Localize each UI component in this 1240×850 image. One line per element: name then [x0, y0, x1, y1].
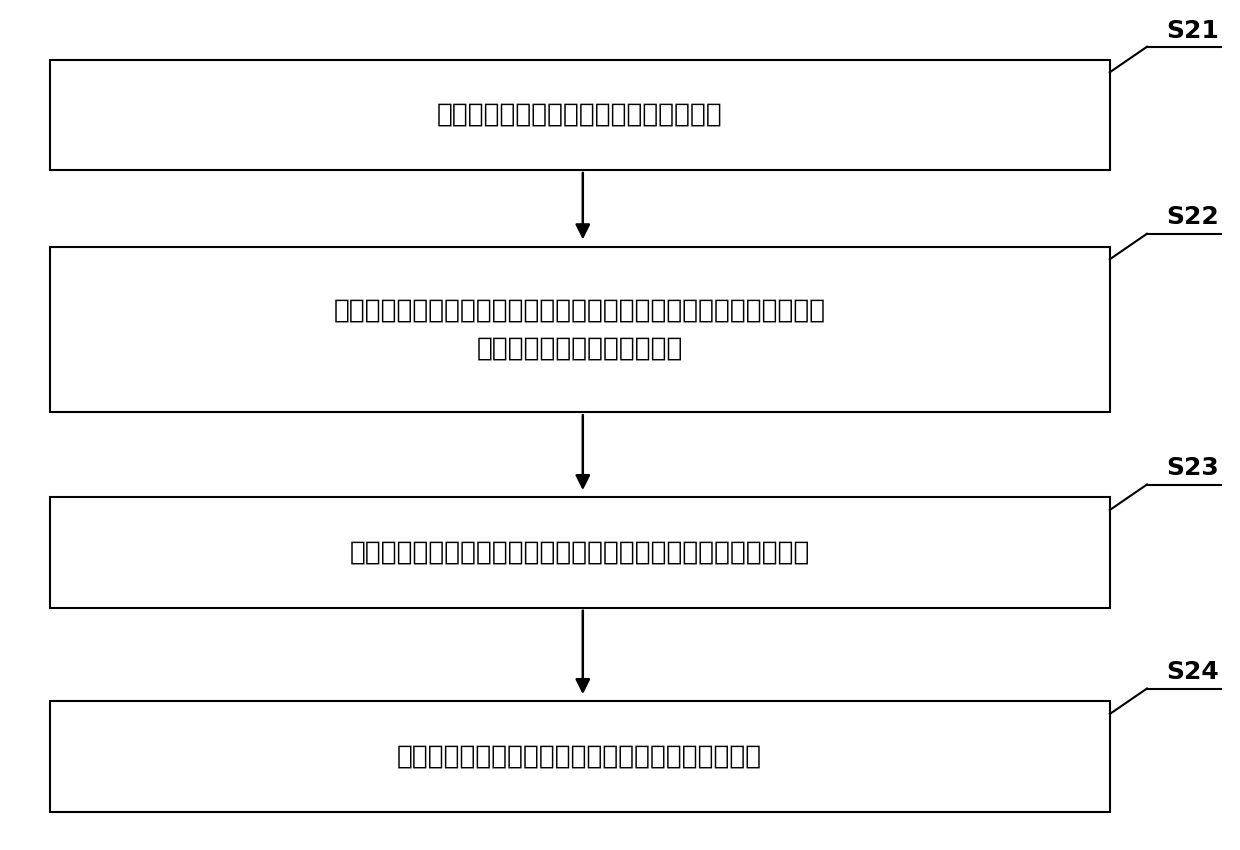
- Text: 对接收到的信号进行下变频得到基带信号: 对接收到的信号进行下变频得到基带信号: [436, 102, 723, 128]
- Bar: [50, 701, 1110, 812]
- Text: 根据同步正弦信号对接收到的信号进行时域同步定位: 根据同步正弦信号对接收到的信号进行时域同步定位: [397, 744, 763, 769]
- Bar: [50, 60, 1110, 170]
- Text: S22: S22: [1166, 206, 1219, 230]
- Bar: [50, 246, 1110, 412]
- Text: 对基带信号进行二次下变频，并根据二次下变频结果以及点脉冲持续时
间得到同步正弦信号理论频率: 对基带信号进行二次下变频，并根据二次下变频结果以及点脉冲持续时 间得到同步正弦信…: [334, 298, 826, 361]
- Text: S24: S24: [1166, 660, 1219, 684]
- Text: 根据理论频率在基带信号频谱内进行尖峰探测提取出同步正弦信号: 根据理论频率在基带信号频谱内进行尖峰探测提取出同步正弦信号: [350, 540, 810, 565]
- Text: S23: S23: [1166, 456, 1219, 480]
- Text: S21: S21: [1166, 19, 1219, 42]
- Bar: [50, 497, 1110, 608]
